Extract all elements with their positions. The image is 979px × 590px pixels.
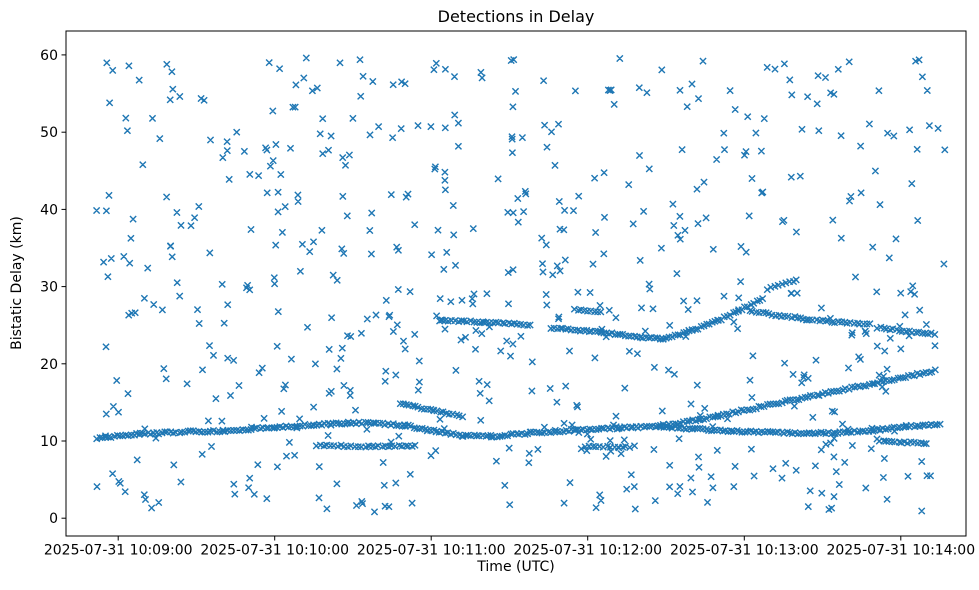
x-tick-label: 2025-07-31 10:13:00 xyxy=(670,543,819,559)
axes-frame xyxy=(65,30,967,537)
x-axis-label: Time (UTC) xyxy=(477,559,555,575)
y-tick-label: 20 xyxy=(40,357,58,373)
y-tick-label: 60 xyxy=(40,48,58,64)
y-tick-label: 30 xyxy=(40,280,58,296)
scatter-points xyxy=(93,54,949,516)
chart-title: Detections in Delay xyxy=(437,7,595,26)
x-tick-label: 2025-07-31 10:14:00 xyxy=(826,543,975,559)
x-tick-label: 2025-07-31 10:12:00 xyxy=(513,543,662,559)
x-tick-label: 2025-07-31 10:09:00 xyxy=(44,543,193,559)
y-axis-label: Bistatic Delay (km) xyxy=(9,216,25,350)
y-tick-label: 50 xyxy=(40,125,58,141)
x-tick-label: 2025-07-31 10:11:00 xyxy=(357,543,506,559)
y-tick-label: 40 xyxy=(40,202,58,218)
y-tick-label: 10 xyxy=(40,434,58,450)
y-tick-label: 0 xyxy=(49,511,58,527)
x-tick-label: 2025-07-31 10:10:00 xyxy=(200,543,349,559)
